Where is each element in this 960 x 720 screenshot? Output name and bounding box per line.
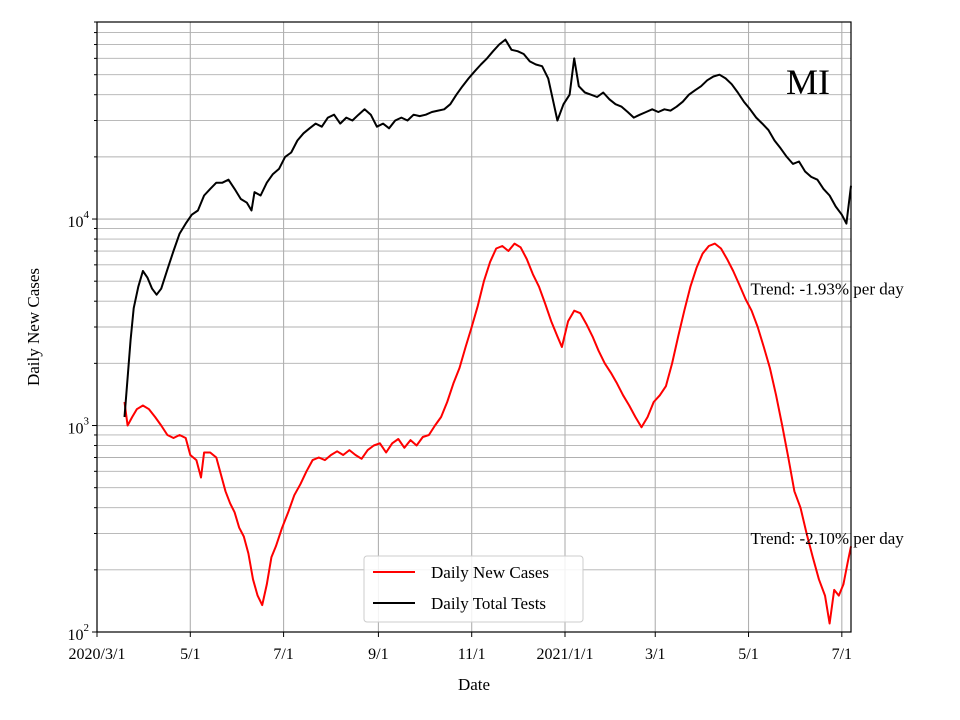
series-layer [123, 38, 852, 625]
x-tick-label: 7/1 [832, 646, 852, 663]
series-line-daily-new-cases [123, 242, 852, 625]
grid [96, 21, 851, 633]
y-tick-base: 10 [68, 421, 84, 438]
y-tick-base: 10 [68, 627, 84, 644]
axis-ticks [92, 21, 843, 637]
state-label: MI [786, 62, 830, 102]
y-tick-exponent: 3 [84, 416, 90, 428]
y-tick-label: 102 [68, 622, 90, 644]
trend-annotation: Trend: -2.10% per day [751, 529, 905, 548]
x-tick-label: 5/1 [738, 646, 758, 663]
legend: Daily New Cases Daily Total Tests [363, 555, 584, 623]
annotations: Trend: -1.93% per day Trend: -2.10% per d… [751, 280, 905, 548]
x-tick-label: 11/1 [458, 646, 486, 663]
x-tick-label: 2021/1/1 [537, 646, 594, 663]
y-tick-exponent: 2 [84, 622, 90, 634]
y-tick-label: 103 [68, 416, 90, 438]
legend-box [363, 555, 584, 623]
x-tick-label: 9/1 [368, 646, 388, 663]
x-tick-label: 5/1 [180, 646, 200, 663]
legend-entry-label: Daily New Cases [431, 563, 549, 582]
y-tick-exponent: 4 [84, 209, 90, 221]
legend-entry-label: Daily Total Tests [431, 594, 546, 613]
x-tick-label: 7/1 [273, 646, 293, 663]
x-tick-label: 3/1 [645, 646, 665, 663]
x-axis-label: Date [458, 675, 490, 694]
series-line-daily-total-tests [123, 38, 852, 418]
trend-annotation: Trend: -1.93% per day [751, 280, 905, 299]
y-tick-label: 104 [68, 209, 90, 231]
y-tick-base: 10 [68, 214, 84, 231]
tick-labels: 2020/3/1 5/1 7/1 9/1 11/1 2021/1/1 3/1 5/1 7/1 10… [68, 209, 853, 663]
x-tick-label: 2020/3/1 [69, 646, 126, 663]
y-axis-label: Daily New Cases [24, 268, 43, 386]
